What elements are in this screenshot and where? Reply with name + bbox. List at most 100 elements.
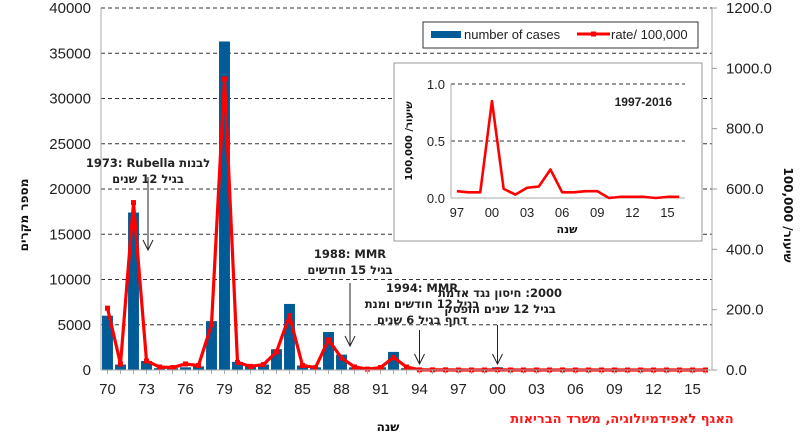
bar [193, 366, 204, 370]
rate-marker [209, 322, 214, 328]
rate-marker [391, 354, 396, 360]
x-tick-label: 12 [645, 381, 662, 398]
inset-x-axis-title: שנה [557, 223, 579, 236]
rate-marker [248, 363, 253, 369]
annotation-arrow-head [414, 353, 425, 366]
x-tick-label: 88 [333, 381, 350, 398]
gridlines [101, 7, 712, 326]
annotation-text: 1988: MMR [314, 247, 386, 261]
rate-marker [404, 364, 409, 370]
inset-x-tick-label: 12 [625, 205, 639, 220]
bar [271, 349, 282, 370]
inset-y-tick-label: 1.0 [427, 77, 445, 92]
y-axis-left-title: מספר מקרים [17, 179, 31, 252]
rate-marker [313, 365, 318, 371]
inset-x-tick-label: 97 [450, 205, 464, 220]
legend-frame [422, 21, 699, 49]
y-right-tick-label: 1000.0 [726, 60, 772, 77]
y-right-tick-label: 400.0 [726, 241, 764, 258]
rate-marker [287, 313, 292, 319]
inset-x-tick-label: 15 [660, 205, 674, 220]
inset-x-tick-label: 00 [485, 205, 499, 220]
bar [258, 364, 269, 370]
x-tick-label: 00 [489, 381, 506, 398]
legend-swatch-cases [431, 31, 461, 38]
rate-marker [378, 365, 383, 371]
y-axis-right-title: שיעור/ 100,000 [781, 167, 795, 262]
inset-chart-1997-2016: 0.0 0.5 1.0 97 00 03 06 09 12 15 1997-2016 שנה שיעור… [393, 62, 703, 242]
annotation-arrow-head [142, 239, 154, 252]
legend: number of cases rate/ 100,000 [422, 21, 699, 49]
x-tick-label: 94 [411, 381, 428, 398]
x-axis-title: שנה [377, 420, 400, 434]
rate-marker [157, 364, 162, 370]
y-right-tick-label: 1200.0 [726, 0, 772, 17]
annotation-text: בגיל 15 חודשים [307, 263, 392, 277]
rate-marker [131, 200, 136, 206]
x-tick-label: 91 [372, 381, 389, 398]
rate-marker [196, 362, 201, 368]
bar [115, 364, 126, 370]
bar [206, 321, 217, 370]
rate-marker [300, 362, 305, 368]
annotation-text: בגיל 12 חודשים ומנת [365, 297, 480, 311]
y-right-tick-label: 0.0 [726, 362, 747, 379]
annotation-text: 2000: חיסון נגד אדמת [438, 286, 562, 300]
y-left-tick-label: 10000 [49, 272, 91, 289]
rate-marker [326, 337, 331, 343]
rate-marker [105, 305, 110, 311]
annotation-text: 1973: Rubella לבנות [86, 156, 210, 170]
rate-marker [261, 362, 266, 368]
inset-frame [393, 62, 703, 242]
inset-x-tick-label: 03 [520, 205, 534, 220]
rate-marker [274, 349, 279, 355]
inset-y-axis-title: שיעור/ 100,000 [404, 101, 415, 181]
y-left-tick-label: 40000 [49, 0, 91, 17]
y-right-tick-label: 800.0 [726, 121, 764, 138]
rate-marker [183, 361, 188, 367]
y-right-tick-label: 600.0 [726, 181, 764, 198]
annotation-text: 1994: MMR [386, 281, 458, 295]
rate-marker [352, 364, 357, 370]
rate-marker [365, 366, 370, 372]
y-right-tick-label: 200.0 [726, 302, 764, 319]
x-tick-label: 85 [294, 381, 311, 398]
annotation-arrow-head [344, 335, 356, 348]
rate-marker [118, 361, 123, 367]
y-left-tick-label: 30000 [49, 91, 91, 108]
rate-marker [170, 365, 175, 371]
x-tick-label: 82 [255, 381, 272, 398]
bar [284, 303, 295, 370]
x-tick-label: 76 [177, 381, 194, 398]
bar [180, 367, 191, 370]
rate-marker [222, 76, 227, 82]
legend-label-rate: rate/ 100,000 [611, 27, 688, 42]
x-tick-label: 06 [567, 381, 584, 398]
annotation-arrow-head [492, 353, 503, 366]
x-tick-label: 73 [138, 381, 155, 398]
x-tick-label: 03 [528, 381, 545, 398]
inset-rate-line [456, 99, 680, 200]
bar [102, 315, 113, 370]
x-tick-label: 70 [99, 381, 116, 398]
annotation-text: דחף בגיל 6 שנים [377, 313, 468, 327]
inset-title: 1997-2016 [615, 95, 673, 109]
rate-marker [235, 359, 240, 365]
inset-y-tick-label: 0.0 [427, 191, 445, 206]
bars-number-of-cases [102, 41, 568, 371]
x-tick-label: 15 [684, 381, 701, 398]
bar [219, 41, 230, 371]
legend-marker-rate [591, 31, 596, 37]
inset-x-tick-label: 06 [555, 205, 569, 220]
bar [232, 361, 243, 370]
source-note: האגף לאפידמיולוגיה, משרד הבריאות [510, 412, 734, 427]
rate-marker [144, 358, 149, 364]
y-left-tick-label: 35000 [49, 45, 91, 62]
y-left-tick-label: 5000 [58, 317, 91, 334]
y-left-tick-label: 0 [83, 362, 91, 379]
legend-label-cases: number of cases [464, 27, 561, 42]
bar [323, 331, 334, 370]
axes: 0 5000 10000 15000 20000 25000 30000 35000 40000… [49, 0, 772, 398]
